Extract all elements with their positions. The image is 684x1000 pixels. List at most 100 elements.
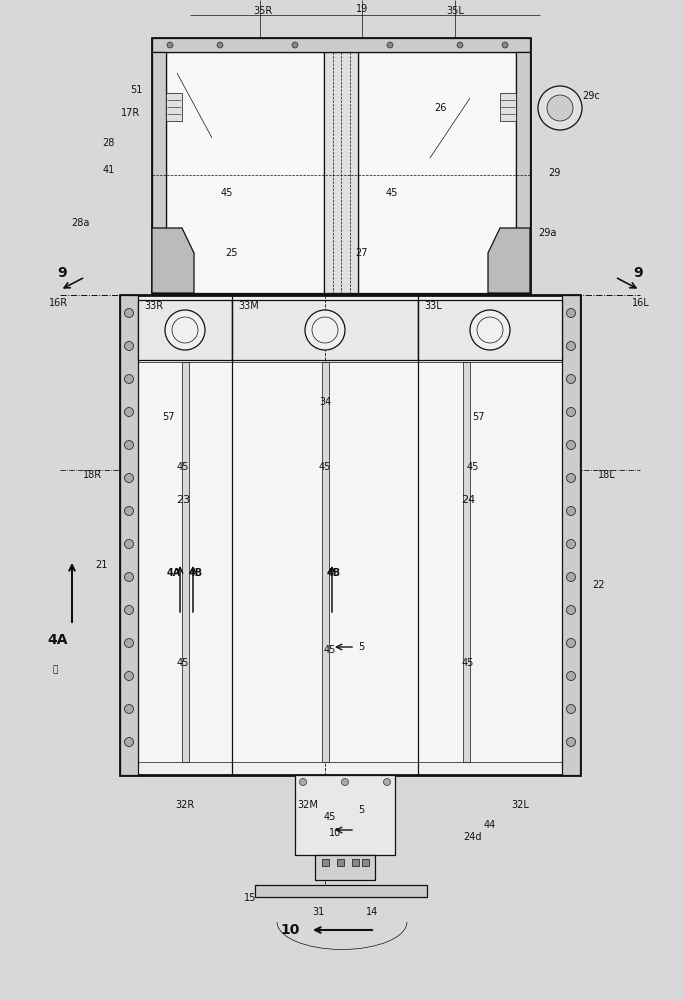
Bar [362, 859, 369, 866]
Circle shape [566, 408, 575, 416]
Text: 31: 31 [312, 907, 324, 917]
Text: 29c: 29c [582, 91, 600, 101]
Text: 9: 9 [633, 266, 643, 280]
Circle shape [305, 310, 345, 350]
Circle shape [566, 572, 575, 582]
Text: 14: 14 [366, 907, 378, 917]
Text: 45: 45 [462, 658, 474, 668]
Circle shape [124, 408, 133, 416]
Circle shape [124, 474, 133, 483]
Text: 57: 57 [472, 412, 484, 422]
Circle shape [566, 738, 575, 746]
Text: 18L: 18L [598, 470, 616, 480]
Text: 45: 45 [319, 462, 331, 472]
Circle shape [124, 738, 133, 746]
Text: 45: 45 [466, 462, 479, 472]
Text: 35R: 35R [253, 6, 273, 16]
Circle shape [124, 440, 133, 450]
Text: 45: 45 [176, 658, 189, 668]
Bar [120, 295, 580, 775]
Bar [138, 362, 232, 762]
Bar [418, 300, 562, 360]
Circle shape [566, 342, 575, 351]
Circle shape [502, 42, 508, 48]
Text: 33R: 33R [144, 301, 163, 311]
Circle shape [124, 639, 133, 648]
Bar [322, 859, 329, 866]
Text: 10: 10 [280, 923, 300, 937]
Text: 41: 41 [103, 165, 115, 175]
Text: 28: 28 [103, 138, 115, 148]
Bar [500, 93, 516, 121]
Text: 16R: 16R [49, 298, 68, 308]
Text: 44: 44 [484, 820, 496, 830]
Circle shape [566, 672, 575, 680]
Circle shape [566, 506, 575, 516]
Bar [232, 300, 418, 360]
Text: 57: 57 [161, 412, 174, 422]
Text: 24d: 24d [463, 832, 482, 842]
Bar [138, 300, 232, 360]
Circle shape [470, 310, 510, 350]
Circle shape [124, 704, 133, 714]
Circle shape [547, 95, 573, 121]
Circle shape [124, 308, 133, 318]
Text: 21: 21 [96, 560, 108, 570]
Circle shape [124, 605, 133, 614]
Circle shape [124, 540, 133, 548]
Bar [166, 52, 324, 293]
Text: 33M: 33M [238, 301, 259, 311]
Text: 4B: 4B [327, 568, 341, 578]
Text: 前: 前 [52, 666, 57, 674]
Bar [166, 93, 182, 121]
Circle shape [538, 86, 582, 130]
Circle shape [566, 704, 575, 714]
Bar [463, 362, 470, 762]
Bar [232, 362, 418, 762]
Bar [516, 52, 530, 293]
Text: 5: 5 [358, 805, 365, 815]
Text: 45: 45 [221, 188, 233, 198]
Circle shape [292, 42, 298, 48]
Circle shape [457, 42, 463, 48]
Text: 45: 45 [324, 645, 337, 655]
Bar [295, 775, 395, 855]
Circle shape [566, 540, 575, 548]
Text: 45: 45 [324, 812, 337, 822]
Text: 27: 27 [356, 248, 368, 258]
Polygon shape [488, 228, 530, 293]
Text: 32L: 32L [511, 800, 529, 810]
Bar [152, 52, 166, 293]
Circle shape [217, 42, 223, 48]
Bar [324, 52, 358, 293]
Text: 4A: 4A [167, 568, 181, 578]
Circle shape [300, 778, 306, 786]
Circle shape [124, 374, 133, 383]
Bar [152, 38, 530, 52]
Bar [562, 295, 580, 775]
Text: 51: 51 [131, 85, 143, 95]
Text: 10: 10 [329, 828, 341, 838]
Text: 26: 26 [434, 103, 446, 113]
Text: 4A: 4A [47, 633, 68, 647]
Text: 16L: 16L [632, 298, 650, 308]
Text: 28a: 28a [72, 218, 90, 228]
Circle shape [566, 308, 575, 318]
Text: 24: 24 [461, 495, 475, 505]
Text: 25: 25 [226, 248, 238, 258]
Circle shape [124, 506, 133, 516]
Text: 45: 45 [386, 188, 398, 198]
Circle shape [566, 474, 575, 483]
Text: 23: 23 [176, 495, 190, 505]
Text: 35L: 35L [446, 6, 464, 16]
Polygon shape [152, 228, 194, 293]
Text: 9: 9 [57, 266, 67, 280]
Bar [255, 885, 427, 897]
Text: 19: 19 [356, 4, 368, 14]
Circle shape [566, 605, 575, 614]
Circle shape [165, 310, 205, 350]
Circle shape [124, 572, 133, 582]
Circle shape [384, 778, 391, 786]
Circle shape [566, 639, 575, 648]
Text: 22: 22 [592, 580, 605, 590]
